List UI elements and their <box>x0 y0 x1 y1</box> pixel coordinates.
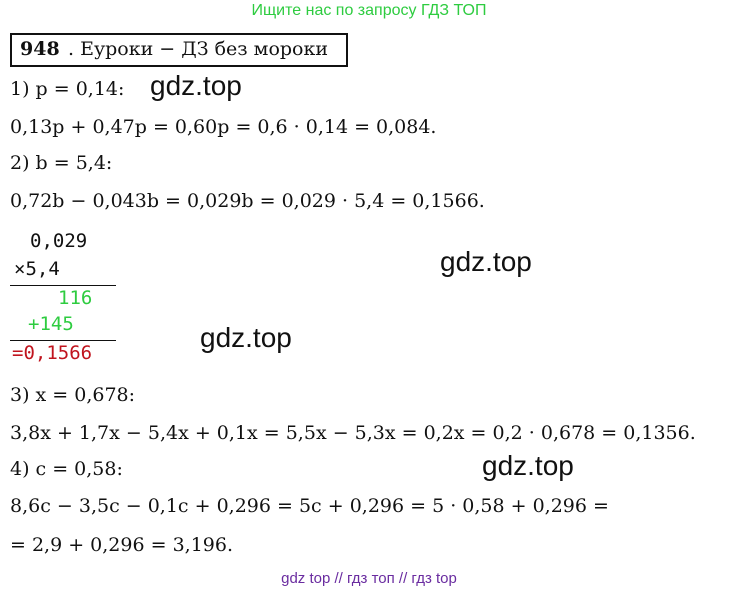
task-title: . Еуроки − ДЗ без мороки <box>68 38 329 60</box>
task-number: 948 <box>20 38 60 60</box>
mult-rule <box>10 340 116 341</box>
step-heading: 2) b = 5,4: <box>10 152 113 174</box>
task-box: 948 . Еуроки − ДЗ без мороки <box>10 33 348 67</box>
mult-rule <box>10 285 116 286</box>
step-line: 0,72b − 0,043b = 0,029b = 0,029 · 5,4 = … <box>10 190 485 212</box>
step-line: = 2,9 + 0,296 = 3,196. <box>10 534 233 556</box>
mult-partial: +145 <box>28 313 74 335</box>
mult-result: =0,1566 <box>12 342 93 364</box>
watermark: gdz.top <box>482 450 574 481</box>
step-heading: 4) c = 0,58: <box>10 458 123 480</box>
mult-partial: 116 <box>58 287 93 309</box>
step-heading: 3) x = 0,678: <box>10 384 136 406</box>
promo-header: Ищите нас по запросу ГДЗ ТОП <box>251 2 487 19</box>
mult-operand: ×5,4 <box>14 258 60 280</box>
mult-operand: 0,029 <box>30 230 88 252</box>
step-heading: 1) p = 0,14: <box>10 78 125 100</box>
step-line: 0,13p + 0,47p = 0,60p = 0,6 · 0,14 = 0,0… <box>10 116 437 138</box>
watermark: gdz.top <box>150 70 242 101</box>
watermark: gdz.top <box>200 322 292 353</box>
step-line: 3,8x + 1,7x − 5,4x + 0,1x = 5,5x − 5,3x … <box>10 422 696 444</box>
step-line: 8,6c − 3,5c − 0,1c + 0,296 = 5c + 0,296 … <box>10 495 609 517</box>
footer: gdz top // гдз топ // гдз top <box>281 570 457 587</box>
watermark: gdz.top <box>440 246 532 277</box>
